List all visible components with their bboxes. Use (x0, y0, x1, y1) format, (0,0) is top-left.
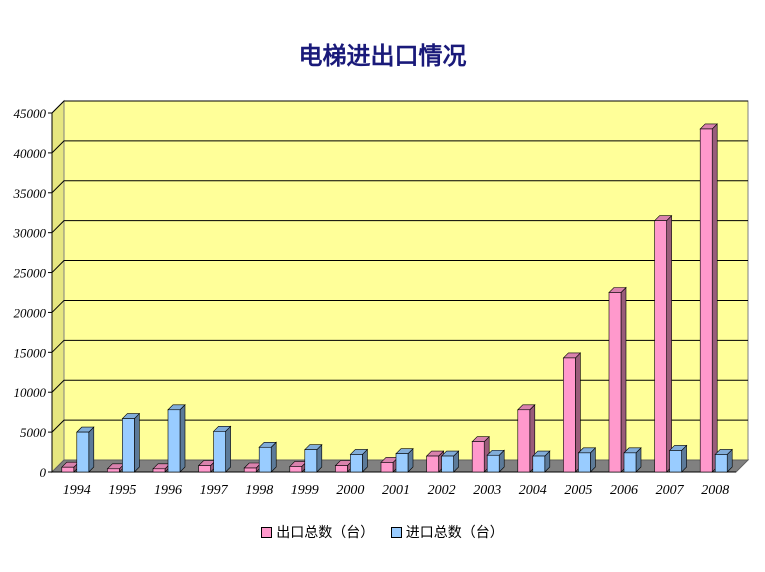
x-tick-label: 2003 (473, 483, 501, 498)
y-tick-label: 5000 (20, 425, 47, 440)
x-tick-label: 2002 (428, 483, 456, 498)
bar-export-2007 (653, 214, 673, 473)
y-tick-label: 20000 (14, 305, 47, 320)
bar-export-2003 (471, 435, 490, 473)
y-tick-label: 15000 (14, 345, 47, 360)
x-tick-label: 1997 (200, 483, 229, 498)
gridline (51, 220, 748, 234)
x-tick-label: 1996 (154, 483, 182, 498)
bar-import-2007 (668, 444, 688, 473)
x-tick-label: 2006 (610, 483, 638, 498)
bar-export-2006 (608, 286, 627, 473)
bar-import-2006 (623, 447, 642, 473)
bar-import-1998 (258, 441, 277, 473)
x-tick-label: 1999 (291, 483, 319, 498)
x-tick-label: 2000 (336, 483, 364, 498)
legend-swatch-import (390, 526, 402, 538)
x-tick-label: 2008 (701, 483, 729, 498)
plot-back-wall (63, 100, 749, 461)
bar-export-2002 (425, 450, 445, 473)
bar-import-1997 (212, 425, 232, 473)
x-tick-label: 1995 (108, 483, 136, 498)
x-tick-label: 2005 (564, 483, 592, 498)
y-tick-label: 40000 (14, 146, 47, 161)
bar-import-2001 (395, 447, 414, 473)
bar-import-2005 (577, 447, 597, 473)
x-tick-label: 1994 (63, 483, 91, 498)
y-tick-label: 35000 (13, 186, 47, 201)
legend-item-import: 进口总数（台） (390, 522, 504, 542)
bar-import-2004 (532, 450, 551, 473)
x-tick-label: 2004 (519, 483, 547, 498)
legend: 出口总数（台） 进口总数（台） (0, 522, 765, 542)
x-tick-label: 1998 (245, 483, 273, 498)
y-tick-label: 0 (40, 465, 47, 480)
gridline (51, 379, 748, 393)
bar-import-1995 (121, 412, 141, 473)
y-tick-label: 25000 (14, 266, 47, 281)
legend-label-import: 进口总数（台） (405, 525, 504, 541)
legend-label-export: 出口总数（台） (276, 525, 375, 541)
chart-title: 电梯进出口情况 (298, 42, 467, 70)
y-tick-label: 30000 (13, 226, 47, 241)
bar-import-1996 (167, 404, 186, 473)
gridline (51, 299, 748, 313)
gridline (51, 100, 748, 114)
bar-export-2001 (380, 456, 399, 473)
gridline (51, 260, 748, 273)
legend-item-export: 出口总数（台） (261, 522, 374, 542)
plot-side-wall (51, 99, 65, 474)
x-tick-label: 2007 (656, 483, 685, 498)
bar-export-2008 (699, 123, 718, 473)
y-tick-label: 10000 (14, 385, 47, 400)
y-tick-label: 45000 (14, 106, 47, 121)
gridline (51, 339, 748, 353)
bar-export-2004 (517, 404, 536, 473)
gridline (51, 180, 748, 194)
bar-import-1994 (76, 426, 95, 473)
bar-import-2002 (440, 450, 460, 473)
bar-import-2003 (486, 449, 505, 473)
bar-chart: 0 5000 10000 15000 20000 25000 30000 35000 40000… (13, 99, 750, 498)
bar-export-2005 (562, 352, 582, 473)
bar-import-1999 (304, 443, 323, 473)
gridline (51, 140, 748, 154)
bar-import-2000 (349, 448, 369, 473)
x-tick-label: 2001 (382, 483, 410, 498)
bar-import-2008 (714, 448, 733, 473)
legend-swatch-export (261, 526, 273, 538)
